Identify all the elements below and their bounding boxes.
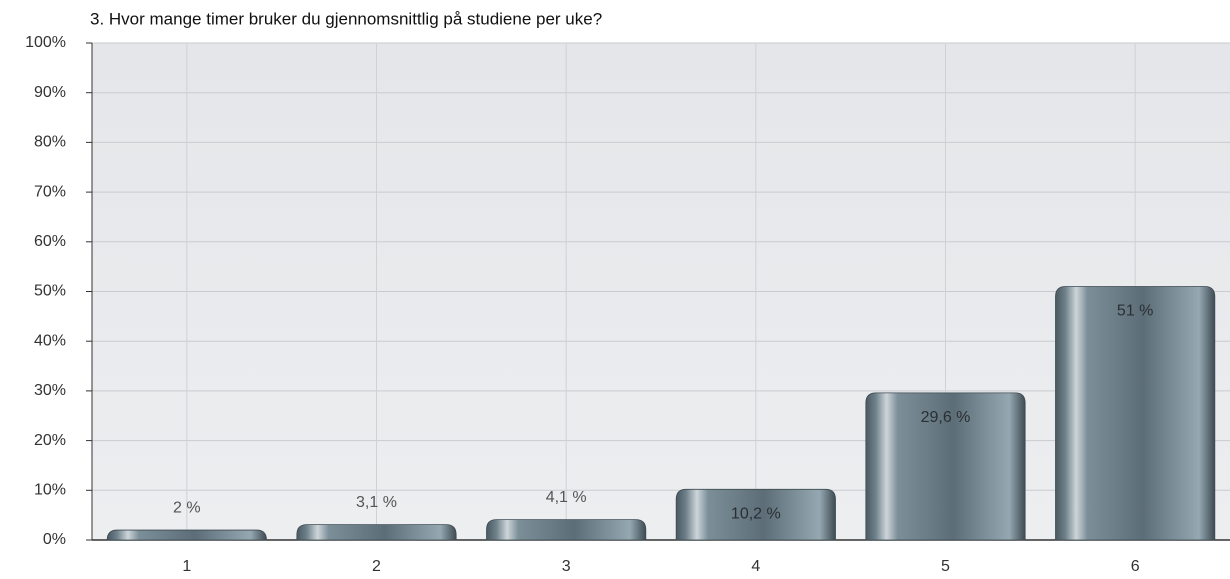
bar	[106, 529, 267, 541]
chart-title: 3. Hvor mange timer bruker du gjennomsni…	[90, 9, 602, 28]
value-label: 2 %	[173, 499, 201, 516]
value-label: 10,2 %	[731, 506, 781, 523]
y-tick-label: 50%	[34, 283, 66, 300]
y-tick-label: 80%	[34, 134, 66, 151]
y-tick-label: 60%	[34, 233, 66, 250]
x-tick-label: 2	[372, 558, 381, 575]
bar	[865, 392, 1026, 541]
bar	[1055, 286, 1216, 541]
bar	[296, 524, 457, 541]
x-tick-label: 4	[751, 558, 760, 575]
x-tick-label: 1	[182, 558, 191, 575]
y-tick-label: 90%	[34, 84, 66, 101]
value-label: 51 %	[1117, 303, 1153, 320]
bar	[675, 488, 836, 541]
y-tick-label: 0%	[43, 531, 66, 548]
y-tick-label: 70%	[34, 183, 66, 200]
y-tick-label: 40%	[34, 332, 66, 349]
value-label: 29,6 %	[921, 409, 971, 426]
y-tick-label: 100%	[25, 34, 66, 51]
value-label: 4,1 %	[546, 489, 587, 506]
y-tick-label: 10%	[34, 482, 66, 499]
value-label: 3,1 %	[356, 494, 397, 511]
x-tick-label: 3	[562, 558, 571, 575]
y-tick-label: 20%	[34, 432, 66, 449]
x-tick-label: 6	[1131, 558, 1140, 575]
bar	[486, 519, 647, 541]
y-tick-label: 30%	[34, 382, 66, 399]
x-tick-label: 5	[941, 558, 950, 575]
